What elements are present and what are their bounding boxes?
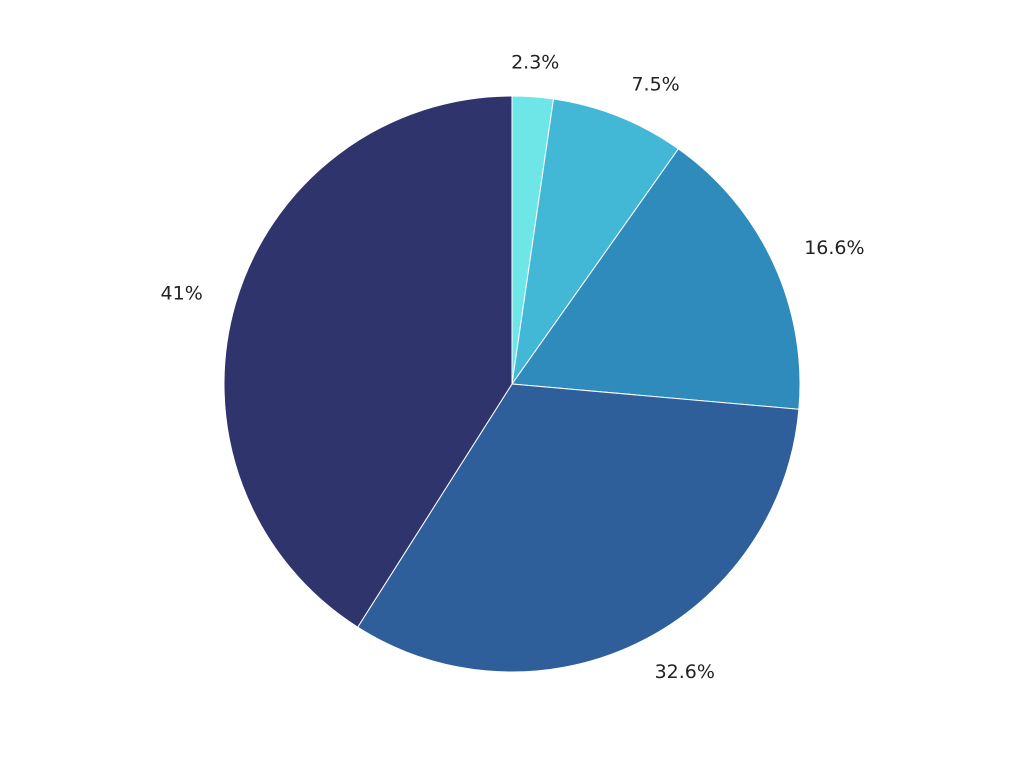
pie-slice-label-1: 7.5% xyxy=(631,73,679,95)
pie-slice-4 xyxy=(223,95,513,628)
pie-slice-1 xyxy=(511,98,680,385)
pie-slice-label-2: 16.6% xyxy=(804,237,864,259)
pie-labels: 2.3% 7.5% 16.6% 32.6% 41% xyxy=(161,51,865,683)
pie-slice-label-3: 32.6% xyxy=(655,661,715,683)
pie-slices xyxy=(223,95,801,673)
pie-slice-label-4: 41% xyxy=(161,283,203,305)
pie-slice-3 xyxy=(356,383,800,673)
pie-slice-label-0: 2.3% xyxy=(511,51,559,73)
pie-slice-2 xyxy=(511,148,801,410)
